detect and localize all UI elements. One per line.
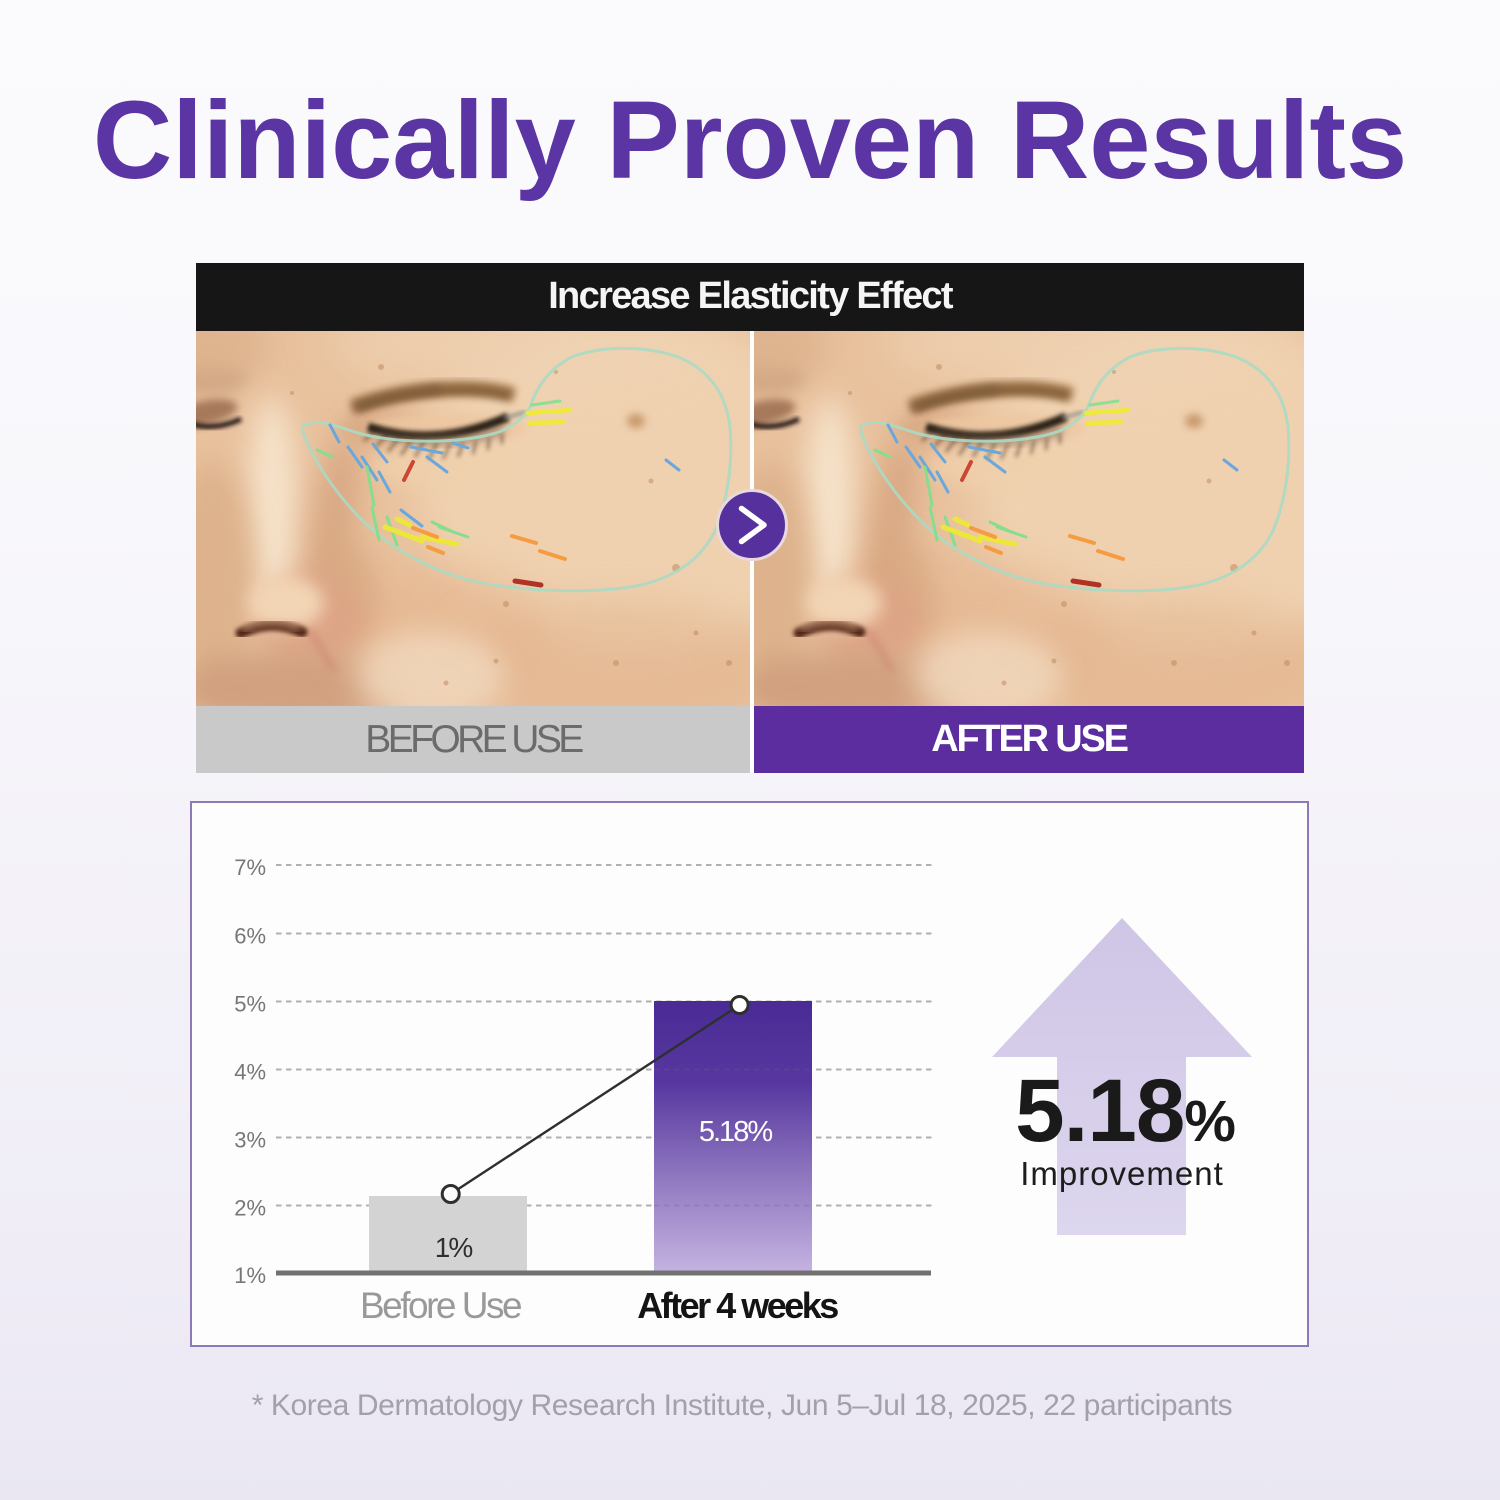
svg-text:6%: 6%: [234, 924, 266, 949]
svg-text:7%: 7%: [234, 855, 266, 880]
svg-text:2%: 2%: [234, 1196, 266, 1221]
svg-text:3%: 3%: [234, 1128, 266, 1153]
svg-text:5.18%: 5.18%: [1015, 1060, 1235, 1160]
svg-text:1%: 1%: [435, 1232, 473, 1263]
svg-text:5%: 5%: [234, 992, 266, 1017]
svg-text:4%: 4%: [234, 1060, 266, 1085]
svg-text:5.18%: 5.18%: [699, 1116, 772, 1148]
svg-text:Improvement: Improvement: [1020, 1155, 1224, 1192]
svg-text:1%: 1%: [234, 1263, 266, 1288]
svg-text:Before Use: Before Use: [360, 1285, 521, 1326]
svg-text:After 4 weeks: After 4 weeks: [637, 1285, 838, 1326]
